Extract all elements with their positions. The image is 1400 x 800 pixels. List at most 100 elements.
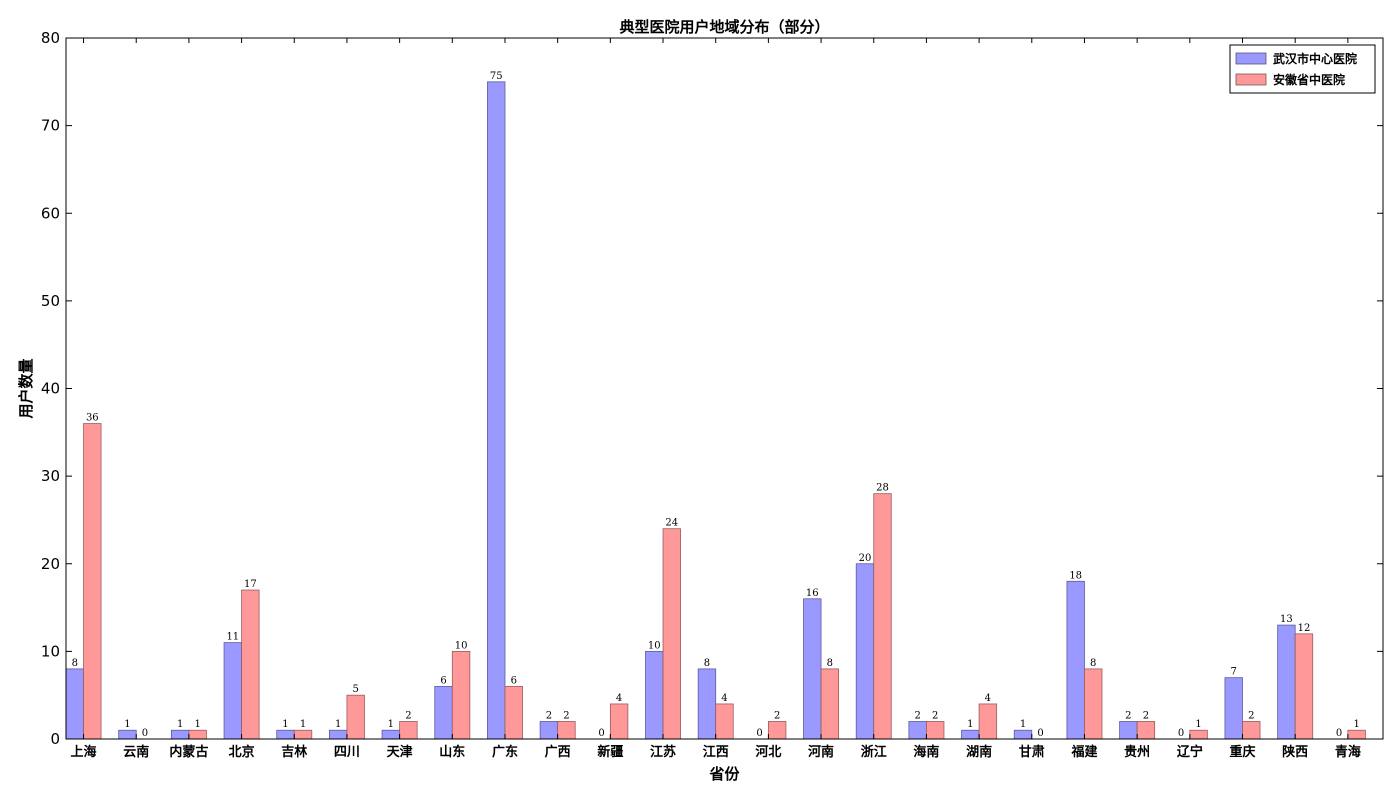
data-label-wuhan-16: 2	[914, 710, 920, 721]
data-label-anhui-13: 2	[774, 710, 780, 721]
data-label-wuhan-20: 2	[1125, 710, 1131, 721]
x-tick-label-1: 云南	[123, 744, 149, 760]
data-label-anhui-5: 5	[353, 684, 359, 695]
x-tick-label-20: 贵州	[1124, 744, 1150, 760]
legend-label-wuhan: 武汉市中心医院	[1273, 51, 1357, 66]
plot-frame	[65, 37, 1384, 740]
x-tick-label-3: 北京	[229, 744, 255, 760]
data-label-anhui-4: 1	[300, 719, 306, 730]
legend-swatch-anhui	[1235, 73, 1267, 86]
bar-wuhan-18	[1013, 729, 1033, 740]
data-label-wuhan-23: 13	[1280, 614, 1293, 625]
bar-anhui-6	[399, 721, 418, 740]
bar-anhui-15	[873, 493, 892, 740]
bar-anhui-13	[767, 721, 787, 740]
data-label-anhui-23: 12	[1298, 623, 1311, 634]
x-tick-label-7: 山东	[439, 744, 465, 760]
y-tick-label-3: 30	[41, 467, 60, 485]
bar-anhui-21	[1189, 729, 1208, 740]
bar-wuhan-5	[328, 729, 348, 740]
data-label-wuhan-8: 75	[490, 71, 503, 82]
x-tick-label-6: 天津	[387, 744, 413, 760]
data-label-wuhan-15: 20	[859, 553, 872, 564]
data-label-anhui-3: 17	[244, 579, 257, 590]
y-tick-label-0: 0	[50, 730, 60, 748]
bar-anhui-4	[293, 729, 313, 740]
data-label-anhui-18: 0	[1037, 728, 1043, 739]
data-label-wuhan-5: 1	[335, 719, 341, 730]
bar-wuhan-7	[434, 686, 453, 740]
bar-anhui-10	[609, 703, 629, 740]
y-tick-label-4: 40	[41, 380, 60, 398]
x-tick-label-16: 海南	[913, 744, 939, 760]
data-label-anhui-2: 1	[194, 719, 200, 730]
data-label-anhui-7: 10	[455, 640, 468, 651]
x-tick-label-11: 江苏	[650, 744, 676, 760]
data-label-wuhan-3: 11	[226, 632, 239, 643]
bar-wuhan-8	[487, 81, 506, 740]
x-tick-label-9: 广西	[545, 744, 571, 760]
data-label-wuhan-22: 7	[1231, 667, 1237, 678]
bar-anhui-24	[1347, 729, 1366, 740]
data-label-anhui-6: 2	[405, 710, 411, 721]
x-tick-label-17: 湖南	[966, 744, 992, 760]
bar-anhui-19	[1084, 668, 1103, 740]
bar-anhui-16	[926, 721, 945, 740]
bar-wuhan-4	[276, 729, 295, 740]
data-label-wuhan-0: 8	[72, 658, 78, 669]
bar-wuhan-16	[908, 721, 927, 740]
x-axis-ticks: 上海 云南 内蒙古 北京 吉林 四川 天津 山东 广东 广西 新疆 江苏 江西 河北 河南 浙江 海南 湖南 甘肃 福…	[71, 38, 1361, 760]
data-label-anhui-11: 24	[665, 518, 678, 529]
y-tick-label-5: 50	[41, 292, 60, 310]
y-tick-label-7: 70	[41, 117, 60, 135]
x-tick-label-10: 新疆	[597, 744, 623, 760]
data-label-wuhan-17: 1	[967, 719, 973, 730]
data-label-wuhan-6: 1	[388, 719, 394, 730]
bar-anhui-22	[1242, 721, 1261, 740]
bars-layer	[65, 81, 1366, 740]
bar-anhui-8	[504, 686, 523, 740]
x-tick-label-5: 四川	[334, 745, 360, 760]
x-tick-label-24: 青海	[1335, 744, 1361, 760]
data-label-anhui-19: 8	[1090, 658, 1096, 669]
data-label-wuhan-24: 0	[1336, 728, 1342, 739]
data-label-wuhan-10: 0	[598, 728, 604, 739]
axes-layer	[65, 37, 1384, 740]
data-label-wuhan-11: 10	[648, 640, 661, 651]
bar-wuhan-17	[961, 729, 980, 740]
data-label-anhui-20: 2	[1143, 710, 1149, 721]
bar-anhui-0	[83, 423, 102, 740]
bar-wuhan-0	[65, 668, 84, 740]
data-label-anhui-16: 2	[932, 710, 938, 721]
bar-wuhan-3	[223, 642, 242, 740]
x-tick-label-13: 河北	[755, 744, 781, 760]
bar-wuhan-1	[118, 729, 137, 740]
x-tick-label-22: 重庆	[1229, 744, 1255, 760]
data-label-anhui-14: 8	[827, 658, 833, 669]
bar-wuhan-19	[1066, 580, 1085, 740]
x-tick-label-8: 广东	[492, 744, 518, 760]
y-tick-label-8: 80	[41, 29, 60, 47]
y-tick-label-1: 10	[41, 642, 60, 660]
data-label-anhui-0: 36	[86, 413, 99, 424]
bar-anhui-2	[188, 729, 207, 740]
data-label-wuhan-1: 1	[124, 719, 130, 730]
data-label-wuhan-9: 2	[546, 710, 552, 721]
data-label-anhui-10: 4	[616, 693, 622, 704]
data-label-anhui-12: 4	[721, 693, 727, 704]
x-tick-label-19: 福建	[1070, 744, 1097, 760]
data-label-wuhan-14: 16	[806, 588, 819, 599]
data-label-wuhan-2: 1	[177, 719, 183, 730]
x-tick-label-12: 江西	[703, 744, 729, 760]
bar-wuhan-14	[803, 598, 822, 740]
data-label-wuhan-19: 18	[1069, 570, 1082, 581]
x-tick-label-14: 河南	[808, 744, 834, 760]
legend-swatch-wuhan	[1235, 52, 1267, 65]
bar-wuhan-12	[697, 668, 717, 740]
x-tick-label-21: 辽宁	[1177, 744, 1203, 760]
data-label-anhui-24: 1	[1353, 719, 1359, 730]
bar-anhui-17	[978, 703, 998, 740]
bar-wuhan-9	[539, 721, 559, 740]
bar-anhui-7	[451, 650, 471, 740]
